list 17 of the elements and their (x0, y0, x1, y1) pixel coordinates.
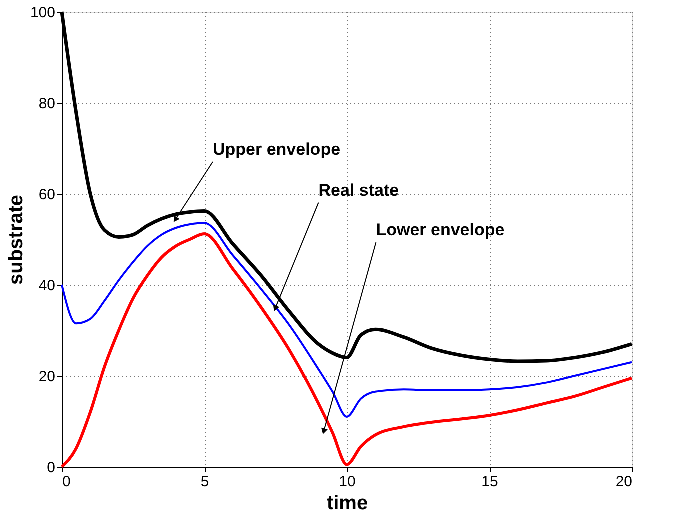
y-tick-label: 60 (38, 186, 56, 204)
y-tick-label: 40 (38, 278, 56, 294)
x-tick-label: 20 (616, 474, 632, 490)
x-tick-label: 15 (482, 474, 498, 490)
y-tick-label: 20 (38, 368, 56, 386)
line-series (61, 222, 633, 418)
y-tick-label: 80 (38, 96, 56, 112)
x-tick-label: 10 (339, 474, 356, 490)
y-tick-label: 0 (47, 460, 56, 476)
x-axis-title: time (326, 492, 368, 514)
x-tick-label: 5 (200, 474, 210, 490)
y-tick-label: 100 (30, 4, 56, 22)
annotation: Lower envelope (376, 220, 505, 240)
annotation: Upper envelope (213, 140, 341, 160)
y-axis-title: substrate (5, 194, 28, 286)
x-tick-label: 0 (62, 474, 71, 490)
annotation: Real state (318, 180, 400, 200)
